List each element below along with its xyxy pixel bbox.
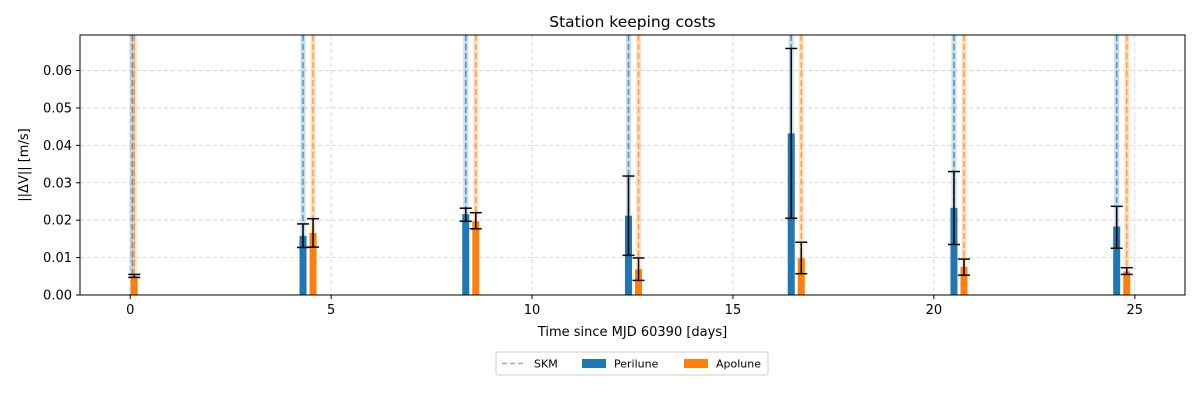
apolune-bar (309, 232, 317, 295)
plot-area-frame (79, 34, 1186, 296)
x-tick-label: 15 (725, 303, 742, 318)
y-tick-label: 0.06 (43, 64, 72, 79)
ticks-layer: 0 5 10 15 20 25 0.00 0.01 0.02 0.03 0.04 0.05 0.06 (43, 64, 1143, 318)
perilune-bar (299, 235, 307, 295)
y-tick-label: 0.02 (43, 214, 72, 229)
x-axis-title: Time since MJD 60390 [days] (537, 325, 727, 340)
apolune-bar (472, 221, 480, 295)
legend: SKM Perilune Apolune (495, 351, 769, 376)
apolune-bar (797, 258, 805, 295)
y-axis-title: ||ΔV|| [m/s] (17, 128, 32, 201)
perilune-bar (462, 214, 470, 295)
perilune-bar (1113, 226, 1121, 295)
y-tick-label: 0.01 (43, 251, 72, 266)
legend-skm-label: SKM (534, 358, 558, 371)
y-tick-label: 0.03 (43, 176, 72, 191)
error-bars-layer (128, 47, 1133, 282)
legend-perilune-label: Perilune (614, 358, 659, 371)
apolune-bar (960, 266, 968, 295)
legend-perilune-swatch (582, 359, 606, 368)
y-tick-label: 0.04 (43, 139, 72, 154)
chart-title: Station keeping costs (549, 13, 716, 31)
y-tick-label: 0.05 (43, 101, 72, 116)
x-tick-label: 0 (126, 303, 134, 318)
apolune-bar (635, 269, 643, 295)
perilune-bar (950, 207, 958, 295)
x-tick-label: 5 (327, 303, 335, 318)
x-tick-label: 10 (524, 303, 541, 318)
apolune-bar (1123, 271, 1131, 295)
apolune-bar (130, 275, 138, 295)
y-tick-label: 0.00 (43, 289, 72, 304)
x-tick-label: 25 (1126, 303, 1143, 318)
x-tick-label: 20 (926, 303, 943, 318)
legend-apolune-label: Apolune (716, 358, 761, 371)
legend-apolune-swatch (684, 359, 708, 368)
legend-box (495, 351, 769, 376)
